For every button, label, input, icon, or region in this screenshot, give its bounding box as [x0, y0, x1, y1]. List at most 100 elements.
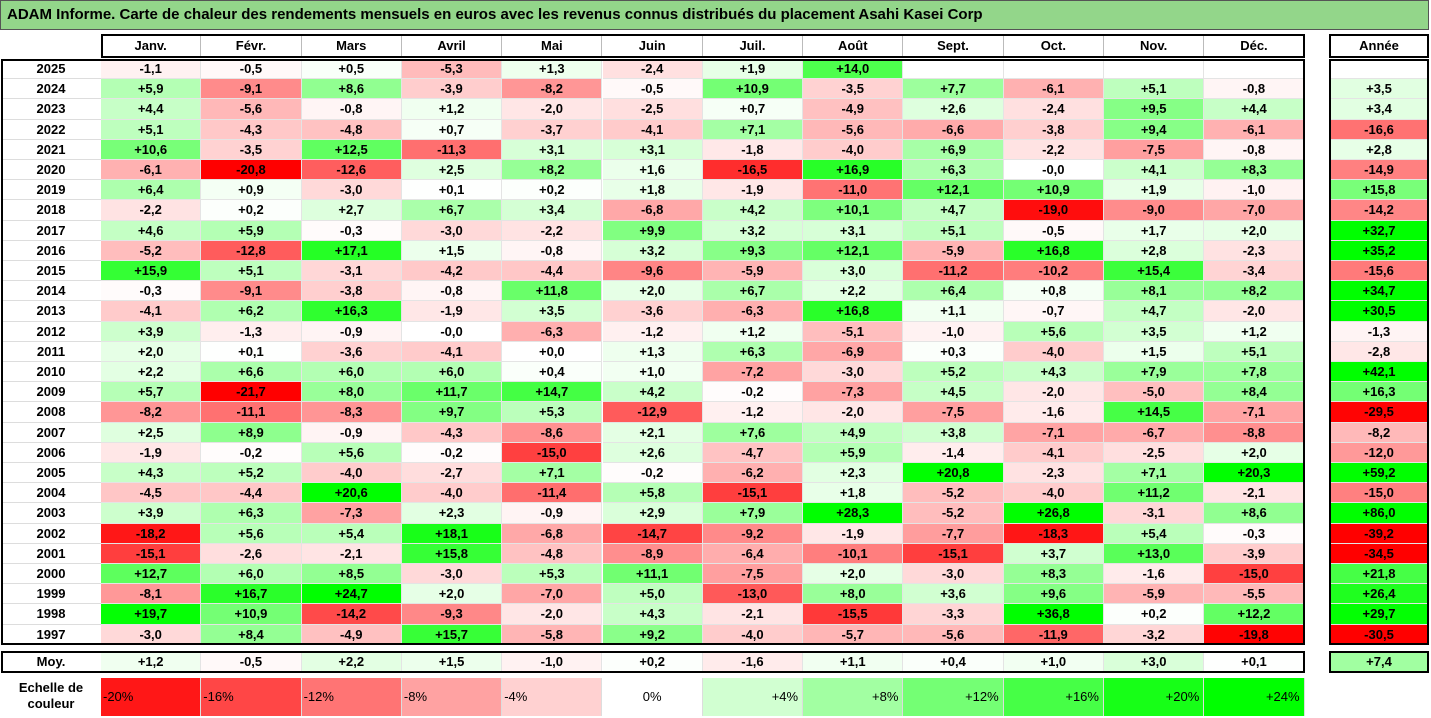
average-label: Moy.: [36, 653, 66, 669]
heatmap-cell: -8,8: [1204, 422, 1305, 443]
heatmap-cell: +0,5: [301, 59, 402, 80]
heatmap-cell: -7,0: [502, 584, 603, 605]
heatmap-cell: -2,4: [602, 59, 703, 80]
heatmap-cell: +28,3: [803, 503, 904, 524]
heatmap-cell: -2,4: [1003, 99, 1104, 120]
year-label: 1999: [1, 584, 101, 605]
month-header: Déc.: [1204, 34, 1305, 58]
heatmap-cell: -3,3: [903, 604, 1004, 625]
average-cell: +3,0: [1104, 650, 1205, 673]
heatmap-cell: +1,2: [1204, 321, 1305, 342]
annual-cell: +35,2: [1329, 240, 1429, 261]
year-label: 2004: [1, 483, 101, 504]
scale-swatch: +4%: [702, 678, 804, 716]
scale-swatch: -8%: [401, 678, 503, 716]
heatmap-cell: -1,2: [602, 321, 703, 342]
heatmap-cell: +10,9: [702, 79, 804, 100]
heatmap-cell: +1,0: [602, 362, 703, 383]
heatmap-cell: +6,4: [903, 281, 1004, 302]
heatmap-cell: +1,8: [602, 180, 703, 201]
heatmap-cell: -4,8: [502, 543, 603, 564]
heatmap-cell: +5,4: [301, 523, 402, 544]
month-header: Nov.: [1104, 34, 1205, 58]
heatmap-cell: +1,7: [1104, 220, 1205, 241]
heatmap-cell: +16,9: [803, 160, 904, 181]
heatmap-cell: -2,2: [502, 220, 603, 241]
heatmap-cell: +2,5: [401, 160, 503, 181]
heatmap-cell: -3,9: [1204, 543, 1305, 564]
annual-cell: -12,0: [1329, 442, 1429, 463]
heatmap-cell: -0,9: [502, 503, 603, 524]
heatmap-cell: -3,0: [401, 220, 503, 241]
heatmap-cell: -3,6: [301, 341, 402, 362]
heatmap-cell: -7,3: [803, 382, 904, 403]
heatmap-cell: +7,1: [702, 119, 804, 140]
heatmap-cell: -15,1: [903, 543, 1004, 564]
heatmap-cell: +9,9: [602, 220, 703, 241]
annual-cell: -1,3: [1329, 321, 1429, 342]
heatmap-cell: -9,6: [602, 261, 703, 282]
month-header: Août: [803, 34, 904, 58]
heatmap-cell: -5,6: [201, 99, 302, 120]
heatmap-cell: -1,2: [702, 402, 804, 423]
heatmap-cell: +4,9: [803, 422, 904, 443]
heatmap-cell: +1,2: [702, 321, 804, 342]
heatmap-cell: +26,8: [1003, 503, 1104, 524]
heatmap-cell: -0,8: [1204, 139, 1305, 160]
average-cell: -1,0: [502, 650, 603, 673]
heatmap-cell: -4,8: [301, 119, 402, 140]
annual-cell: +21,8: [1329, 564, 1429, 585]
heatmap-cell: +2,6: [602, 442, 703, 463]
heatmap-cell: -5,2: [903, 483, 1004, 504]
heatmap-cell: -6,9: [803, 341, 904, 362]
heatmap-cell: +8,4: [201, 624, 302, 645]
annual-cell: +16,3: [1329, 382, 1429, 403]
month-header: Juin: [603, 34, 703, 58]
heatmap-cell: +7,1: [502, 463, 603, 484]
heatmap-cell: -19,8: [1204, 624, 1305, 645]
heatmap-cell: -3,0: [301, 180, 402, 201]
heatmap-cell: +9,2: [602, 624, 703, 645]
heatmap-cell: +2,7: [301, 200, 402, 221]
heatmap-cell: +20,3: [1204, 463, 1305, 484]
heatmap-cell: -0,3: [1204, 523, 1305, 544]
heatmap-cell: -0,9: [301, 321, 402, 342]
heatmap-cell: +14,0: [803, 59, 904, 80]
heatmap-cell: +10,1: [803, 200, 904, 221]
heatmap-cell: -0,3: [301, 220, 402, 241]
heatmap-cell: -1,1: [101, 59, 202, 80]
heatmap-cell: +4,4: [101, 99, 202, 120]
annual-cell: -39,2: [1329, 523, 1429, 544]
annual-cell: -34,5: [1329, 543, 1429, 564]
heatmap-cell: -3,0: [903, 564, 1004, 585]
heatmap-cell: +1,3: [502, 59, 603, 80]
heatmap-cell: +5,1: [101, 119, 202, 140]
heatmap-cell: -5,8: [502, 624, 603, 645]
heatmap-cell: -0,0: [401, 321, 503, 342]
year-label: 2022: [1, 120, 101, 140]
heatmap-cell: -9,3: [401, 604, 503, 625]
heatmap-cell: -4,9: [301, 624, 402, 645]
annual-cell: +59,2: [1329, 463, 1429, 484]
heatmap-cell: -4,0: [1003, 341, 1104, 362]
heatmap-cell: +10,6: [101, 139, 202, 160]
heatmap-cell: -7,5: [903, 402, 1004, 423]
heatmap-cell: +4,1: [1104, 160, 1205, 181]
heatmap-cell: -7,0: [1204, 200, 1305, 221]
heatmap-cell: -4,3: [401, 422, 503, 443]
heatmap-cell: -8,6: [502, 422, 603, 443]
annual-cell: -15,0: [1329, 483, 1429, 504]
scale-swatch: 0%: [602, 678, 703, 716]
heatmap-cell: +6,7: [702, 281, 804, 302]
heatmap-cell: +3,5: [1104, 321, 1205, 342]
year-label: 2007: [1, 423, 101, 443]
heatmap-cell: -3,1: [301, 261, 402, 282]
heatmap-cell: -2,3: [1003, 463, 1104, 484]
heatmap-cell: -1,8: [702, 139, 804, 160]
heatmap-cell: -11,9: [1003, 624, 1104, 645]
scale-swatch: -4%: [502, 678, 603, 716]
heatmap-cell: +3,5: [502, 301, 603, 322]
heatmap-cell: -5,7: [803, 624, 904, 645]
heatmap-cell: -9,2: [702, 523, 804, 544]
heatmap-cell: +16,3: [301, 301, 402, 322]
